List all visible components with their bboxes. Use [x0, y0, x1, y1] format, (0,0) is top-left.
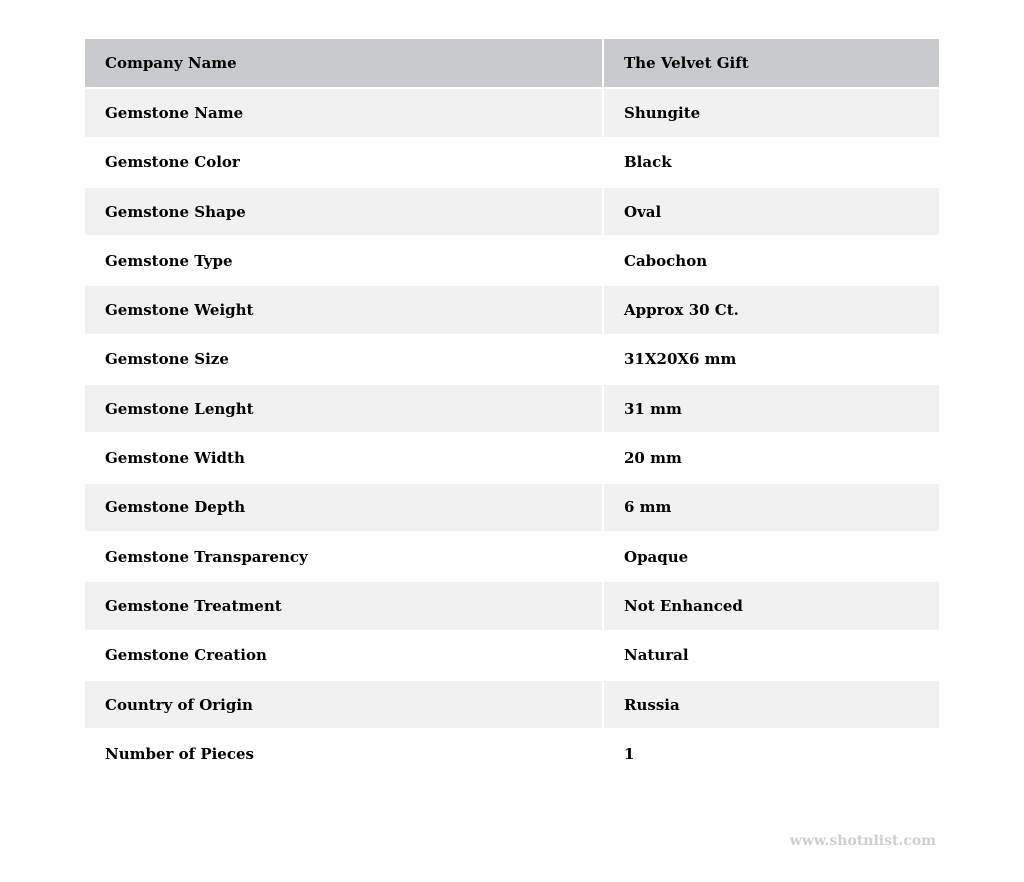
- spec-label: Gemstone Transparency: [85, 531, 604, 583]
- spec-value: Cabochon: [603, 236, 939, 287]
- spec-value: The Velvet Gift: [603, 39, 939, 90]
- spec-label: Gemstone Type: [85, 236, 604, 287]
- table-header-row: Company Name The Velvet Gift: [85, 39, 939, 90]
- spec-value: Approx 30 Ct.: [603, 285, 939, 336]
- table-row: Gemstone Treatment Not Enhanced: [85, 581, 939, 632]
- spec-label: Number of Pieces: [85, 729, 604, 780]
- table-row: Gemstone Width 20 mm: [85, 433, 939, 484]
- spec-label: Gemstone Creation: [85, 630, 604, 681]
- table-row: Gemstone Weight Approx 30 Ct.: [85, 285, 939, 336]
- spec-value: 20 mm: [603, 433, 939, 484]
- table-row: Gemstone Type Cabochon: [85, 236, 939, 287]
- spec-label: Gemstone Treatment: [85, 581, 604, 632]
- table-row: Gemstone Size 31X20X6 mm: [85, 334, 939, 386]
- table-row: Gemstone Depth 6 mm: [85, 482, 939, 533]
- spec-value: Black: [603, 137, 939, 188]
- spec-value: 31 mm: [603, 384, 939, 435]
- spec-label: Gemstone Lenght: [85, 384, 604, 435]
- spec-value: Opaque: [603, 531, 939, 583]
- watermark: www.shotnlist.com: [789, 833, 936, 849]
- spec-label: Gemstone Shape: [85, 186, 604, 238]
- spec-label: Gemstone Depth: [85, 482, 604, 533]
- spec-value: 1: [603, 729, 939, 780]
- spec-value: Natural: [603, 630, 939, 681]
- spec-value: Russia: [603, 679, 939, 731]
- product-spec-table: Company Name The Velvet Gift Gemstone Name…: [85, 39, 939, 780]
- table-row: Gemstone Creation Natural: [85, 630, 939, 681]
- spec-label: Gemstone Size: [85, 334, 604, 386]
- spec-label: Country of Origin: [85, 679, 604, 731]
- spec-value: 31X20X6 mm: [603, 334, 939, 386]
- table-row: Gemstone Shape Oval: [85, 186, 939, 238]
- table-row: Gemstone Name Shungite: [85, 88, 939, 139]
- table-row: Gemstone Color Black: [85, 137, 939, 188]
- table-row: Gemstone Transparency Opaque: [85, 531, 939, 583]
- spec-label: Gemstone Color: [85, 137, 604, 188]
- spec-value: 6 mm: [603, 482, 939, 533]
- table-row: Number of Pieces 1: [85, 729, 939, 780]
- spec-value: Not Enhanced: [603, 581, 939, 632]
- table-row: Gemstone Lenght 31 mm: [85, 384, 939, 435]
- spec-value: Oval: [603, 186, 939, 238]
- spec-label: Gemstone Name: [85, 88, 604, 139]
- table-row: Country of Origin Russia: [85, 679, 939, 731]
- spec-label: Gemstone Weight: [85, 285, 604, 336]
- spec-value: Shungite: [603, 88, 939, 139]
- spec-label: Gemstone Width: [85, 433, 604, 484]
- spec-label: Company Name: [85, 39, 604, 90]
